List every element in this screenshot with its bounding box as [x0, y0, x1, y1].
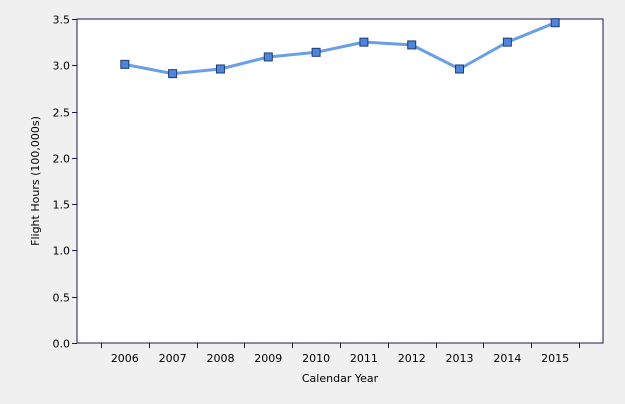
- x-axis: 2006 2007 2008 2009 2010 2011 2012 2013 2014 2015: [101, 343, 580, 365]
- data-point[interactable]: [550, 18, 560, 28]
- data-point[interactable]: [359, 37, 369, 47]
- y-tick-label: 3.5: [53, 14, 71, 27]
- y-tick-label: 1.5: [53, 199, 71, 212]
- x-tick-label: 2014: [493, 352, 521, 365]
- y-tick-label: 3.0: [53, 60, 71, 73]
- data-point[interactable]: [263, 52, 273, 62]
- data-point[interactable]: [120, 59, 130, 69]
- x-tick-label: 2008: [206, 352, 234, 365]
- y-tick-label: 0.5: [53, 292, 71, 305]
- y-tick-label: 2.0: [53, 153, 71, 166]
- x-tick-label: 2012: [398, 352, 426, 365]
- y-tick-label: 1.0: [53, 245, 71, 258]
- series-line: [123, 21, 557, 76]
- x-tick-label: 2011: [350, 352, 378, 365]
- data-point[interactable]: [407, 40, 417, 50]
- x-tick-label: 2010: [302, 352, 330, 365]
- data-point[interactable]: [311, 47, 321, 57]
- y-axis: 0.0 0.5 1.0 1.5 2.0 2.5 3.0 3.5: [53, 14, 77, 351]
- data-point[interactable]: [455, 64, 465, 74]
- data-point[interactable]: [215, 64, 225, 74]
- x-tick-label: 2015: [541, 352, 569, 365]
- y-tick-label: 2.5: [53, 107, 71, 120]
- x-tick-label: 2013: [446, 352, 474, 365]
- series-layer: [120, 18, 560, 79]
- y-tick-label: 0.0: [53, 338, 71, 351]
- data-point[interactable]: [502, 37, 512, 47]
- x-axis-title: Calendar Year: [302, 372, 379, 385]
- x-tick-label: 2009: [254, 352, 282, 365]
- data-point[interactable]: [168, 69, 178, 79]
- x-tick-label: 2007: [159, 352, 187, 365]
- y-axis-title: Flight Hours (100,000s): [29, 116, 42, 246]
- x-tick-label: 2006: [111, 352, 139, 365]
- plot-area: [76, 18, 604, 344]
